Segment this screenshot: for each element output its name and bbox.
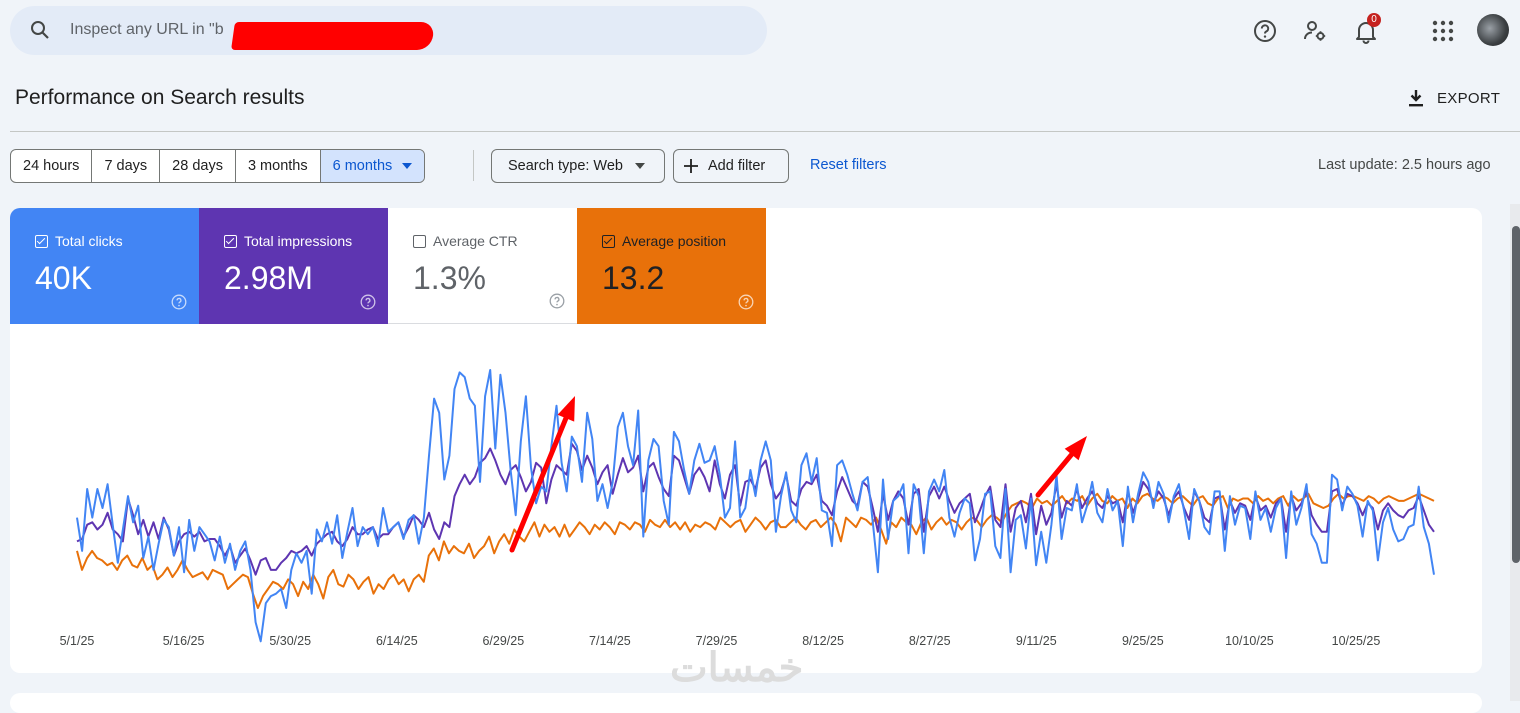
top-bar: Inspect any URL in "b 0 xyxy=(0,0,1520,62)
download-icon xyxy=(1409,90,1423,107)
search-type-filter[interactable]: Search type: Web xyxy=(491,149,665,183)
x-tick-label: 10/25/25 xyxy=(1332,634,1381,648)
x-tick-label: 6/29/25 xyxy=(482,634,524,648)
x-tick-label: 5/16/25 xyxy=(163,634,205,648)
metric-average-position[interactable]: Average position 13.2 xyxy=(577,208,766,324)
annotation-arrow-head xyxy=(557,396,575,422)
x-tick-label: 9/11/25 xyxy=(1016,634,1057,648)
help-icon[interactable] xyxy=(171,294,187,310)
annotation-arrow-shaft xyxy=(509,410,571,553)
metric-total-impressions[interactable]: Total impressions 2.98M xyxy=(199,208,388,324)
help-icon[interactable] xyxy=(738,294,754,310)
notification-count-badge: 0 xyxy=(1367,13,1381,27)
last-update-text: Last update: 2.5 hours ago xyxy=(1318,157,1491,173)
metric-label: Total clicks xyxy=(55,233,123,249)
metric-value: 1.3% xyxy=(413,260,486,296)
search-type-label: Search type: Web xyxy=(508,158,623,174)
range-28-days[interactable]: 28 days xyxy=(160,150,236,182)
reset-filters-link[interactable]: Reset filters xyxy=(810,157,887,173)
range-6-months[interactable]: 6 months xyxy=(320,150,425,182)
metric-value: 2.98M xyxy=(224,260,313,296)
series-line-total-clicks xyxy=(76,369,1435,643)
search-input[interactable]: Inspect any URL in "b xyxy=(70,21,224,38)
help-icon[interactable] xyxy=(1252,18,1278,44)
performance-line-chart: 5/1/25 5/16/25 5/30/25 6/14/25 6/29/25 7/14/2… xyxy=(60,369,1435,648)
range-3-months[interactable]: 3 months xyxy=(236,150,321,182)
checkbox-average-position[interactable] xyxy=(602,234,615,248)
metric-label: Average CTR xyxy=(433,233,518,249)
x-tick-label: 6/14/25 xyxy=(376,634,418,648)
dropdown-arrow-icon xyxy=(402,163,413,169)
filter-divider xyxy=(473,150,474,181)
user-settings-icon[interactable] xyxy=(1302,18,1328,44)
page-title: Performance on Search results xyxy=(15,86,305,109)
plus-icon xyxy=(684,159,698,173)
apps-grid-icon[interactable] xyxy=(1430,18,1456,44)
range-6-months-label: 6 months xyxy=(332,158,393,174)
metric-label: Average position xyxy=(622,233,727,249)
x-tick-label: 7/14/25 xyxy=(589,634,631,648)
url-inspection-search[interactable]: Inspect any URL in "b xyxy=(10,6,767,55)
x-tick-label: 7/29/25 xyxy=(696,634,738,648)
annotation-arrow-head xyxy=(1064,436,1087,461)
metric-total-clicks[interactable]: Total clicks 40K xyxy=(10,208,199,324)
range-7-days[interactable]: 7 days xyxy=(92,150,161,182)
metric-label: Total impressions xyxy=(244,233,353,249)
export-label: EXPORT xyxy=(1437,89,1501,107)
add-filter-label: Add filter xyxy=(708,158,766,174)
metric-average-ctr[interactable]: Average CTR 1.3% xyxy=(388,208,577,324)
add-filter-button[interactable]: Add filter xyxy=(673,149,789,183)
series-line-average-position xyxy=(76,492,1435,609)
help-icon[interactable] xyxy=(549,293,565,309)
metric-value: 40K xyxy=(35,260,92,296)
metric-value: 13.2 xyxy=(602,260,665,296)
annotation-arrow-shaft xyxy=(1035,447,1078,498)
divider xyxy=(10,131,1520,132)
x-tick-label: 10/10/25 xyxy=(1225,634,1274,648)
x-tick-label: 9/25/25 xyxy=(1122,634,1164,648)
date-range-selector: 24 hours 7 days 28 days 3 months 6 month… xyxy=(10,149,426,183)
series-line-total-impressions xyxy=(76,442,1435,576)
checkbox-average-ctr[interactable] xyxy=(413,234,426,248)
x-tick-label: 8/12/25 xyxy=(802,634,844,648)
x-tick-label: 8/27/25 xyxy=(909,634,951,648)
search-icon xyxy=(31,21,49,39)
redaction-mark xyxy=(231,22,435,50)
range-24-hours[interactable]: 24 hours xyxy=(11,150,93,182)
watermark: خمسات xyxy=(670,646,804,690)
x-tick-label: 5/30/25 xyxy=(269,634,311,648)
export-button[interactable]: EXPORT xyxy=(1405,85,1500,111)
performance-card: Total clicks 40K Total impressions 2.98M… xyxy=(10,208,1482,673)
checkbox-total-impressions[interactable] xyxy=(224,234,237,248)
account-avatar[interactable] xyxy=(1477,14,1509,46)
dropdown-arrow-icon xyxy=(635,163,645,169)
help-icon[interactable] xyxy=(360,294,376,310)
scrollbar-thumb[interactable] xyxy=(1512,226,1520,563)
checkbox-total-clicks[interactable] xyxy=(35,234,48,248)
x-tick-label: 5/1/25 xyxy=(60,634,95,648)
next-card-edge xyxy=(10,693,1482,713)
